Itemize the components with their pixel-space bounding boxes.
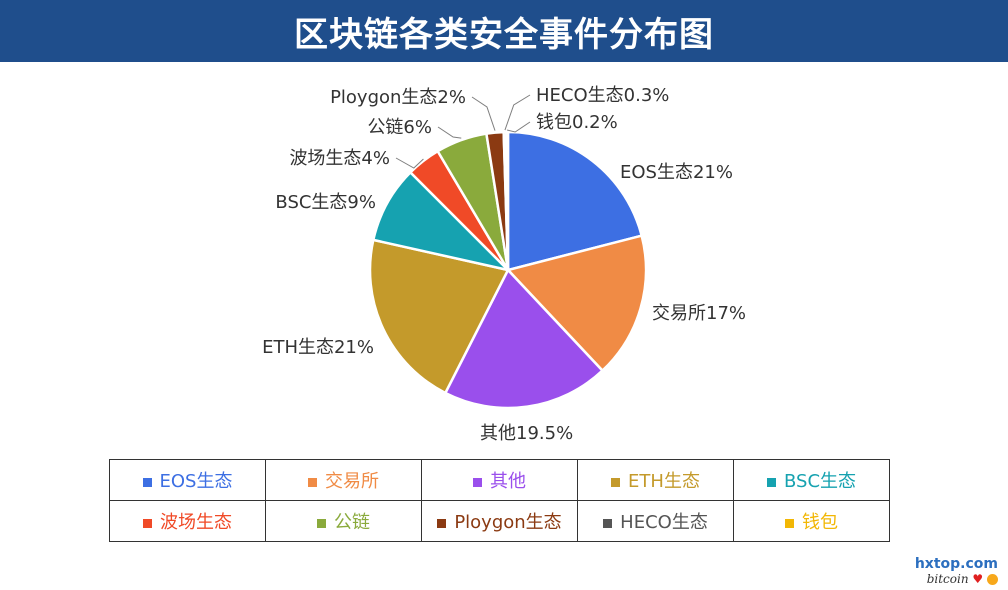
legend-swatch bbox=[317, 518, 326, 528]
data-label: 交易所17% bbox=[652, 303, 746, 324]
legend-label: EOS生态 bbox=[159, 471, 233, 492]
legend-swatch bbox=[785, 518, 794, 528]
leader-line bbox=[395, 157, 424, 169]
coin-icon bbox=[987, 574, 998, 585]
title-bar: 区块链各类安全事件分布图 bbox=[0, 0, 1008, 62]
data-label: 其他19.5% bbox=[480, 423, 573, 444]
watermark-site: hxtop.com bbox=[914, 556, 998, 572]
legend-swatch bbox=[611, 477, 621, 487]
pie-slices bbox=[368, 130, 648, 410]
legend-row: EOS生态 交易所 其他 ETH生态 BSC生态 bbox=[109, 459, 890, 501]
legend-item: 波场生态 bbox=[109, 500, 266, 542]
legend-label: Ploygon生态 bbox=[454, 512, 562, 533]
leader-line bbox=[471, 96, 496, 131]
legend-item: 其他 bbox=[421, 459, 578, 501]
legend-swatch bbox=[766, 477, 776, 487]
legend-label: 公链 bbox=[334, 512, 370, 533]
watermark: hxtop.com bitcoin ♥ bbox=[915, 556, 998, 586]
data-label: 公链6% bbox=[367, 117, 432, 138]
heart-icon: ♥ bbox=[972, 572, 984, 586]
slice-labels: EOS生态21% 交易所17% 其他19.5% ETH生态21% BSC生态9% 波场生态… bbox=[262, 85, 746, 444]
chart-title: 区块链各类安全事件分布图 bbox=[294, 14, 714, 55]
data-label: ETH生态21% bbox=[262, 337, 374, 358]
pie-slice bbox=[368, 238, 510, 395]
legend-label: 波场生态 bbox=[160, 512, 232, 533]
leader-line bbox=[507, 121, 531, 133]
data-label: Ploygon生态2% bbox=[330, 87, 466, 108]
legend-item: ETH生态 bbox=[577, 459, 734, 501]
legend-label: BSC生态 bbox=[783, 471, 857, 492]
data-label: EOS生态21% bbox=[620, 162, 733, 183]
pie-slice bbox=[443, 267, 605, 410]
legend-swatch bbox=[473, 477, 482, 487]
legend-label: 钱包 bbox=[802, 512, 838, 533]
watermark-brand: bitcoin ♥ bbox=[915, 572, 998, 586]
pie-slice bbox=[506, 130, 644, 272]
legend-item: EOS生态 bbox=[109, 459, 266, 501]
legend-swatch bbox=[308, 477, 317, 487]
legend-item: HECO生态 bbox=[577, 500, 734, 542]
data-label: 钱包0.2% bbox=[536, 112, 618, 133]
data-label: 波场生态4% bbox=[289, 148, 390, 169]
legend: EOS生态 交易所 其他 ETH生态 BSC生态波场生态 公链 Ploygon生态 HECO生… bbox=[109, 459, 890, 542]
legend-swatch bbox=[143, 518, 152, 528]
leader-lines bbox=[395, 94, 531, 169]
legend-label: ETH生态 bbox=[628, 471, 700, 492]
legend-swatch bbox=[142, 477, 152, 487]
leader-line bbox=[437, 126, 462, 139]
legend-item: 交易所 bbox=[265, 459, 422, 501]
pie-slice bbox=[505, 234, 648, 373]
pie-slice bbox=[505, 130, 510, 271]
legend-label: 交易所 bbox=[325, 471, 379, 492]
legend-swatch bbox=[603, 518, 613, 528]
legend-item: 钱包 bbox=[733, 500, 890, 542]
data-label: BSC生态9% bbox=[275, 192, 376, 213]
legend-row: 波场生态 公链 Ploygon生态 HECO生态 钱包 bbox=[109, 500, 890, 542]
legend-item: 公链 bbox=[265, 500, 422, 542]
watermark-brand-text: bitcoin bbox=[926, 572, 969, 586]
leader-line bbox=[504, 94, 531, 131]
legend-swatch bbox=[437, 518, 447, 528]
legend-label: HECO生态 bbox=[620, 512, 708, 533]
legend-item: Ploygon生态 bbox=[421, 500, 578, 542]
pie-chart: EOS生态21% 交易所17% 其他19.5% ETH生态21% BSC生态9% 波场生态… bbox=[262, 85, 746, 444]
legend-item: BSC生态 bbox=[733, 459, 890, 501]
legend-label: 其他 bbox=[490, 471, 526, 492]
data-label: HECO生态0.3% bbox=[536, 85, 669, 106]
